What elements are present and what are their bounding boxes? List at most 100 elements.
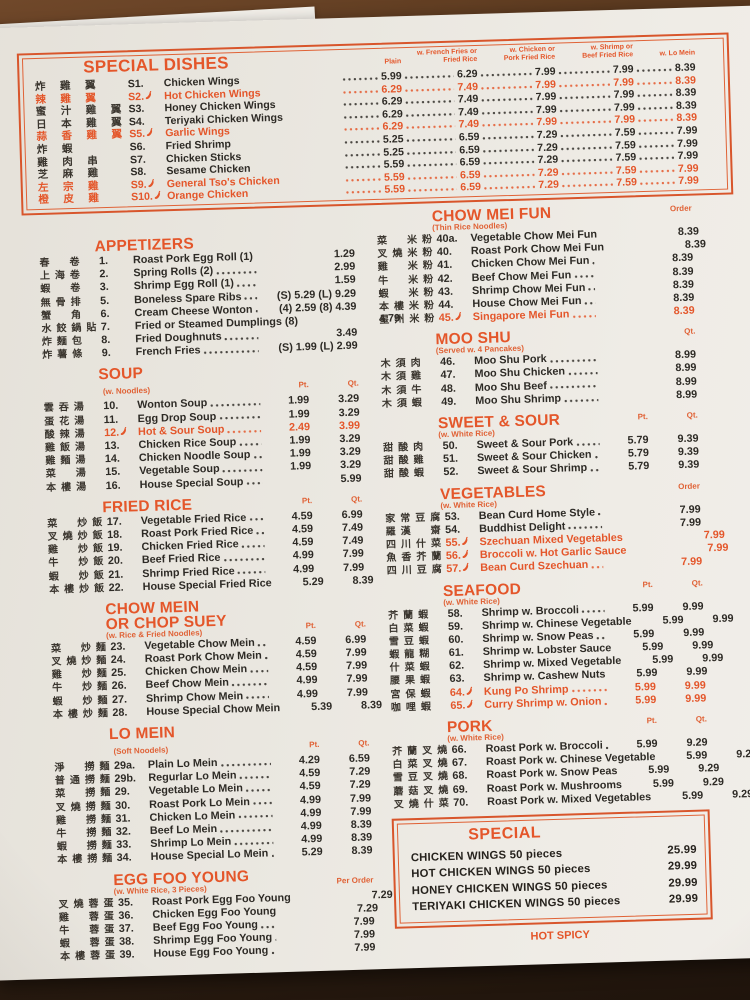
chinese-char: 甜: [383, 455, 394, 468]
chinese-char: 蝦: [420, 688, 431, 700]
price-column-label: Pt.: [646, 715, 658, 726]
item-number: 1.: [98, 254, 109, 268]
dot-leader: [249, 516, 264, 523]
item-price-qt: 7.99: [680, 555, 703, 569]
chinese-char: 雞: [45, 455, 56, 468]
item-price-pt: 5.79: [628, 460, 650, 473]
dot-leader: [481, 109, 534, 116]
price-value: 7.99: [677, 149, 699, 163]
item-number: 35.: [117, 896, 134, 909]
chinese-char: 米: [406, 234, 418, 247]
item-number: 36.: [118, 909, 134, 922]
item-number: 54.: [444, 523, 461, 536]
dot-leader: [256, 530, 265, 536]
hot-spicy-pepper-icon: [466, 699, 473, 708]
chinese-name: 四川豆腐: [384, 563, 446, 578]
chinese-char: 麵: [96, 668, 107, 680]
chinese-char: 蓉: [89, 950, 101, 963]
item-name: House Special Lo Mein: [151, 848, 277, 865]
dot-leader: [591, 564, 604, 570]
item-number: 70.: [453, 796, 469, 809]
item-number: 51.: [442, 452, 459, 466]
chinese-char: 龍: [404, 649, 415, 661]
chinese-char: 雪: [392, 772, 404, 785]
item-number: 56.: [446, 549, 480, 563]
dot-leader: [637, 105, 674, 112]
chinese-char: 菜: [430, 538, 442, 550]
chinese-char: 蝦: [40, 284, 51, 296]
chinese-char: 撈: [85, 787, 96, 800]
price-value: 7.99: [613, 101, 635, 114]
menu-item-row: 辣雞翼 S2. Hot Chicken Wings 6.29 7.49 7.99 7.99 8…: [28, 73, 718, 106]
chinese-char: 蝦: [419, 661, 430, 674]
chinese-char: 粉: [423, 300, 435, 312]
dot-leader: [480, 71, 533, 78]
menu-section: FRIED RICE Pt. Qt. 菜炒飯 17. Vegetable Fried Ri…: [44, 492, 374, 597]
item-price: 7.59: [559, 177, 637, 192]
chinese-char: 燒: [73, 898, 84, 910]
dot-leader: [253, 454, 262, 460]
chinese-char: 蛋: [104, 950, 116, 962]
chinese-char: 翼: [84, 79, 96, 92]
price-value: 5.59: [384, 183, 406, 197]
dot-leader: [343, 101, 379, 108]
item-number: 19.: [107, 541, 123, 555]
price-value: 7.29: [536, 128, 558, 142]
item-number: 27.: [111, 693, 128, 706]
item-number: 58.: [447, 607, 463, 620]
item-number: S6.: [129, 140, 146, 154]
item-price-pt: [606, 570, 652, 571]
item-price-qt: 5.99: [340, 472, 362, 485]
chinese-char: 菜: [45, 468, 56, 481]
item-number: 46.: [439, 355, 456, 369]
item-number: 63.: [449, 673, 465, 686]
item-number: 42.: [437, 272, 453, 285]
chinese-char: 蝦: [52, 696, 63, 708]
chinese-char: 菇: [408, 785, 419, 797]
menu-section: SOUP (w. Noodles) Pt. Qt. 雲吞湯 10. Wonton Soup 1…: [40, 360, 362, 495]
chinese-char: 樓: [393, 301, 405, 313]
chinese-name: 咖哩蝦: [388, 700, 450, 715]
chinese-char: 雞: [410, 371, 422, 383]
chinese-char: 腐: [431, 564, 442, 576]
chinese-char: 宗: [62, 180, 74, 194]
item-price-pt: 5.99: [681, 789, 704, 802]
item-number: 48.: [440, 382, 457, 395]
chinese-char: 白: [392, 759, 403, 771]
dot-leader: [576, 441, 600, 447]
chinese-char: 粉: [423, 273, 434, 286]
dot-leader: [558, 81, 611, 89]
item-number: 20.: [107, 554, 124, 568]
chinese-char: 淨: [54, 762, 65, 774]
item-number: 34.: [116, 851, 132, 865]
price-value: 7.59: [615, 164, 637, 177]
dot-leader: [203, 348, 259, 356]
dot-leader: [638, 117, 674, 124]
chinese-char: 本: [46, 482, 57, 494]
dot-leader: [223, 556, 265, 563]
chinese-char: 菜: [438, 797, 449, 810]
price-value: 7.29: [538, 178, 560, 192]
dot-leader: [571, 687, 608, 694]
chinese-char: 須: [396, 384, 407, 397]
item-price-qt: 7.99: [707, 541, 729, 555]
item-number: 49.: [441, 395, 457, 408]
item-price: 25.99: [667, 843, 697, 857]
chinese-char: 麵: [60, 455, 71, 467]
chinese-char: 本: [57, 854, 68, 867]
chinese-char: 蘭: [402, 609, 414, 621]
price-column-label: Pt.: [305, 620, 317, 631]
item-number: S1.: [127, 77, 144, 91]
price-column-header: w. French Fries or Fried Rice: [416, 47, 478, 64]
dot-leader: [231, 681, 269, 688]
price-value: 6.29: [381, 82, 403, 96]
chinese-char: 芥: [387, 610, 399, 622]
menu-section: CHOW MEI FUN Order (Thin Rice Noodles) 菜米粉 4…: [374, 202, 706, 328]
hot-spicy-pepper-icon: [120, 426, 127, 435]
chinese-char: 燒: [408, 798, 419, 811]
dot-leader: [594, 454, 601, 460]
menu-item-row: 宮保蝦 64. Kung Po Shrimp 5.99 9.99: [388, 679, 706, 702]
item-price-qt: 7.99: [354, 941, 376, 955]
chinese-char: 叉: [51, 656, 62, 668]
chinese-char: 須: [396, 397, 408, 410]
